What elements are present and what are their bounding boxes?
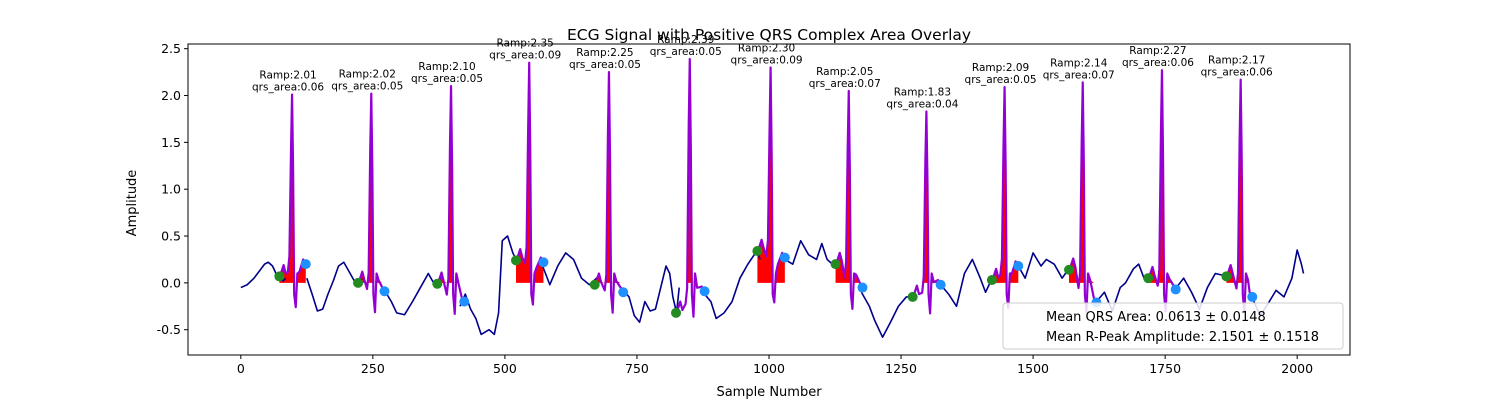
- qrs-area-label: qrs_area:0.06: [1122, 57, 1194, 69]
- x-axis-label: Sample Number: [716, 385, 822, 400]
- y-tick-label: -0.5: [157, 322, 181, 337]
- qrs-area-label: qrs_area:0.05: [411, 73, 483, 85]
- y-tick-label: 1.0: [161, 182, 181, 197]
- x-tick-label: 750: [625, 361, 649, 376]
- qrs-onset-marker: [1221, 271, 1232, 282]
- r-peak-amplitude-label: Ramp:2.10: [418, 61, 475, 73]
- qrs-segment-line: [911, 110, 942, 315]
- qrs-area-fill: [1069, 82, 1097, 283]
- ecg-signal-line: [459, 235, 519, 336]
- qrs-area-label: qrs_area:0.05: [650, 46, 722, 58]
- qrs-segment-line: [1225, 78, 1254, 314]
- r-peak-amplitude-label: Ramp:2.30: [738, 42, 795, 54]
- legend-box: [1002, 302, 1344, 350]
- qrs-offset-marker: [379, 286, 390, 297]
- qrs-segment-line: [675, 57, 706, 318]
- qrs-offset-marker: [1013, 261, 1024, 272]
- r-peak-amplitude-label: Ramp:2.39: [657, 34, 714, 46]
- qrs-segment-line: [278, 93, 307, 309]
- qrs-onset-marker: [432, 278, 443, 289]
- qrs-area-label: qrs_area:0.06: [1201, 67, 1273, 79]
- qrs-onset-marker: [511, 255, 522, 266]
- x-tick-label: 500: [493, 361, 517, 376]
- r-peak-amplitude-label: Ramp:2.01: [259, 70, 316, 82]
- qrs-area-label: qrs_area:0.04: [886, 98, 958, 110]
- qrs-area-label: qrs_area:0.07: [1043, 69, 1115, 81]
- ecg-signal-line: [940, 258, 996, 308]
- qrs-segment-line: [593, 71, 625, 314]
- qrs-area-fill: [437, 86, 465, 283]
- y-tick-label: 2.5: [161, 41, 181, 56]
- r-peak-amplitude-label: Ramp:1.83: [894, 86, 951, 98]
- plot-layer: Ramp:2.01qrs_area:0.06Ramp:2.02qrs_area:…: [240, 34, 1305, 339]
- qrs-offset-marker: [1247, 291, 1258, 302]
- y-axis-label: Amplitude: [125, 170, 140, 237]
- qrs-offset-marker: [618, 287, 629, 298]
- qrs-area-label: qrs_area:0.09: [731, 54, 803, 66]
- qrs-area-fill: [594, 72, 624, 283]
- r-peak-amplitude-label: Ramp:2.14: [1050, 57, 1108, 69]
- qrs-segment-line: [1068, 81, 1098, 314]
- qrs-area-fill: [1148, 70, 1176, 283]
- qrs-onset-marker: [830, 259, 841, 270]
- r-peak-amplitude-label: Ramp:2.17: [1208, 55, 1265, 67]
- qrs-area-label: qrs_area:0.07: [809, 78, 881, 90]
- legend: Mean QRS Area: 0.0613 ± 0.0148 Mean R-Pe…: [1002, 302, 1344, 350]
- x-tick-label: 1750: [1149, 361, 1181, 376]
- qrs-offset-marker: [300, 259, 311, 270]
- qrs-onset-marker: [752, 246, 763, 257]
- y-tick-label: 2.0: [161, 88, 181, 103]
- qrs-area-label: qrs_area:0.09: [489, 50, 561, 62]
- qrs-onset-marker: [671, 307, 682, 318]
- ecg-signal-line: [784, 239, 836, 265]
- x-tick-label: 1500: [1017, 361, 1049, 376]
- qrs-offset-marker: [935, 279, 946, 290]
- chart-title: ECG Signal with Positive QRS Complex Are…: [567, 26, 971, 44]
- qrs-segment-line: [514, 61, 545, 306]
- qrs-offset-marker: [1170, 284, 1181, 295]
- r-peak-amplitude-label: Ramp:2.09: [972, 62, 1029, 74]
- qrs-segment-line: [357, 92, 386, 314]
- x-tick-label: 250: [361, 361, 385, 376]
- qrs-onset-marker: [1143, 273, 1154, 284]
- qrs-offset-marker: [459, 296, 470, 307]
- ecg-signal-line: [620, 265, 681, 324]
- legend-entry-mean-qrs-area: Mean QRS Area: 0.0613 ± 0.0148: [1046, 310, 1266, 325]
- qrs-segment-line: [756, 66, 786, 304]
- qrs-onset-marker: [353, 277, 364, 288]
- axis-layer: 0 250 500 750 1000 1250 1500 1750 2000 -0.5 0.0 0.5…: [157, 41, 1314, 376]
- qrs-segment-line: [436, 85, 466, 316]
- y-tick-label: 1.5: [161, 135, 181, 150]
- r-peak-amplitude-label: Ramp:2.02: [339, 69, 396, 81]
- qrs-onset-marker: [274, 271, 285, 282]
- y-tick-label: 0.0: [161, 275, 181, 290]
- legend-entry-mean-r-peak-amplitude: Mean R-Peak Amplitude: 2.1501 ± 0.1518: [1046, 330, 1319, 345]
- qrs-onset-marker: [986, 275, 997, 286]
- x-tick-label: 0: [237, 361, 245, 376]
- qrs-onset-marker: [589, 279, 600, 290]
- qrs-offset-marker: [699, 286, 710, 297]
- qrs-area-label: qrs_area:0.05: [331, 81, 403, 93]
- qrs-segment-line: [1147, 69, 1177, 313]
- r-peak-amplitude-label: Ramp:2.05: [816, 66, 873, 78]
- qrs-onset-marker: [907, 291, 918, 302]
- qrs-area-label: qrs_area:0.06: [252, 82, 324, 94]
- r-peak-amplitude-label: Ramp:2.25: [576, 47, 633, 59]
- y-tick-label: 0.5: [161, 229, 181, 244]
- qrs-area-fill: [358, 93, 385, 283]
- qrs-offset-marker: [779, 252, 790, 263]
- qrs-offset-marker: [857, 282, 868, 293]
- x-tick-label: 2000: [1281, 361, 1313, 376]
- qrs-offset-marker: [538, 257, 549, 268]
- qrs-segment-line: [990, 85, 1020, 310]
- qrs-segment-line: [834, 89, 864, 310]
- x-tick-label: 1250: [885, 361, 917, 376]
- qrs-area-label: qrs_area:0.05: [569, 59, 641, 71]
- qrs-onset-marker: [1064, 264, 1075, 275]
- r-peak-amplitude-label: Ramp:2.27: [1129, 45, 1186, 57]
- x-tick-label: 1000: [753, 361, 785, 376]
- qrs-area-label: qrs_area:0.05: [965, 74, 1037, 86]
